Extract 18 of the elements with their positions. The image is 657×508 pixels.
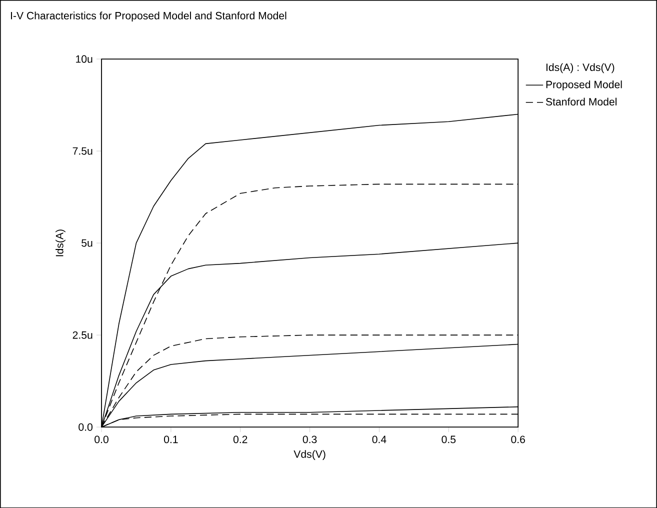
y-tick-label: 7.5u	[72, 147, 92, 155]
y-tick-label: 0.0	[78, 423, 92, 431]
x-axis-title: Vds(V)	[294, 450, 326, 460]
y-tick-label: 5u	[82, 239, 92, 247]
legend-label: Proposed Model	[546, 80, 622, 90]
x-tick-label: 0.6	[511, 436, 525, 444]
y-axis-title: Ids(A)	[56, 229, 66, 256]
x-tick-label: 0.3	[302, 436, 317, 444]
y-tick-label: 10u	[76, 55, 92, 63]
legend-label: Stanford Model	[546, 98, 616, 106]
y-tick-label: 2.5u	[72, 331, 92, 339]
x-tick-label: 0.4	[372, 436, 386, 444]
x-tick-label: 0.2	[233, 436, 248, 444]
legend-title: Ids(A) : Vds(V)	[546, 63, 614, 73]
x-tick-label: 0.0	[94, 436, 108, 444]
chart-title: I-V Characteristics for Proposed Model and Stanford Model	[11, 11, 286, 22]
x-tick-label: 0.1	[164, 436, 178, 444]
x-tick-label: 0.5	[442, 436, 456, 444]
